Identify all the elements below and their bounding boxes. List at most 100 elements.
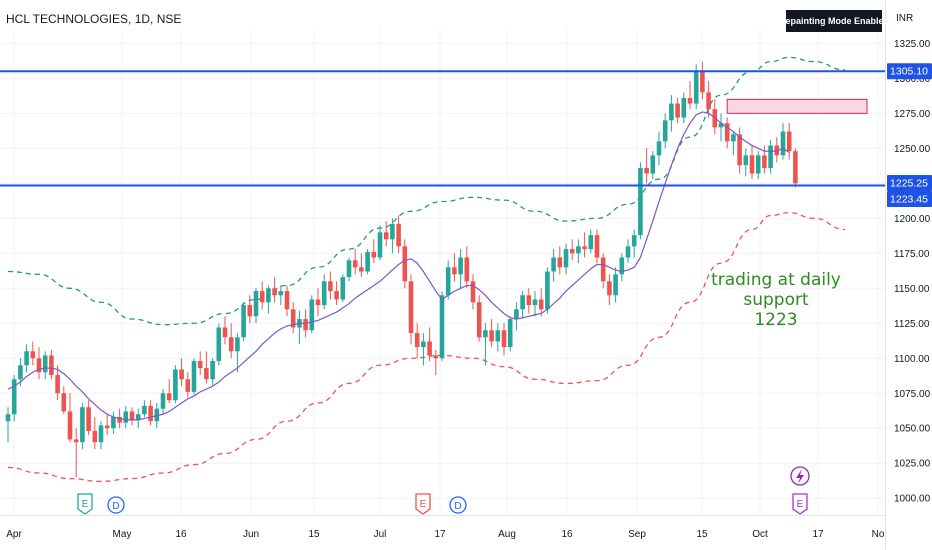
candle-body bbox=[495, 330, 501, 342]
candle bbox=[321, 274, 327, 310]
earnings-marker[interactable]: E bbox=[792, 493, 808, 515]
candle-body bbox=[408, 281, 414, 334]
candle bbox=[315, 288, 321, 317]
candle-body bbox=[613, 274, 618, 296]
candle-body bbox=[241, 305, 246, 338]
candle bbox=[458, 249, 463, 289]
candle-body bbox=[24, 351, 29, 366]
candle-body bbox=[86, 407, 91, 432]
candle bbox=[383, 221, 389, 247]
candle-body bbox=[650, 155, 656, 174]
x-tick-label: Sep bbox=[628, 529, 646, 540]
candle-body bbox=[452, 267, 457, 275]
candle-body bbox=[30, 351, 36, 359]
candle-body bbox=[755, 155, 761, 174]
candle bbox=[42, 351, 48, 380]
candle-body bbox=[11, 379, 17, 415]
candle bbox=[644, 148, 649, 184]
candle-body bbox=[160, 393, 166, 409]
y-tick-label: 1275.00 bbox=[894, 109, 931, 120]
candle-body bbox=[631, 235, 637, 247]
candle-body bbox=[458, 257, 463, 275]
candle-body bbox=[600, 257, 606, 282]
lightning-icon[interactable] bbox=[790, 466, 810, 486]
candle-body bbox=[315, 299, 321, 306]
candle bbox=[464, 246, 470, 289]
candle bbox=[185, 372, 191, 398]
candle-body bbox=[427, 341, 432, 356]
candle bbox=[768, 139, 773, 174]
candle bbox=[563, 243, 569, 275]
candle bbox=[433, 349, 439, 376]
candle-body bbox=[179, 369, 184, 380]
earnings-marker[interactable]: E bbox=[77, 493, 93, 515]
candle-body bbox=[656, 141, 662, 156]
price-tag-label: 1223.45 bbox=[890, 193, 928, 205]
candle-body bbox=[390, 223, 395, 240]
candle-body bbox=[638, 167, 643, 236]
candle-body bbox=[328, 281, 333, 292]
candle-body bbox=[197, 361, 203, 369]
dividend-marker[interactable]: D bbox=[107, 496, 125, 514]
candle-body bbox=[247, 305, 253, 317]
candle bbox=[142, 400, 147, 418]
candle-body bbox=[278, 291, 284, 296]
lower-envelope-line bbox=[7, 212, 846, 483]
candle-body bbox=[142, 405, 147, 415]
candle bbox=[476, 295, 482, 342]
candle bbox=[613, 267, 618, 303]
candle bbox=[241, 302, 246, 342]
candle-body bbox=[154, 408, 160, 422]
event-marker-label: E bbox=[420, 499, 427, 510]
candle bbox=[569, 239, 575, 261]
candle bbox=[290, 302, 296, 334]
candle-body bbox=[768, 145, 773, 168]
earnings-shape bbox=[415, 493, 431, 515]
candle bbox=[625, 239, 631, 264]
candle bbox=[359, 253, 364, 278]
y-tick-label: 1150.00 bbox=[894, 284, 930, 295]
x-tick-label: May bbox=[113, 529, 132, 540]
price-tag-bg bbox=[887, 63, 932, 80]
candle-body bbox=[402, 246, 408, 282]
event-marker-label: D bbox=[454, 501, 461, 512]
repainting-mode-badge[interactable]: Repainting Mode Enabled bbox=[779, 10, 889, 32]
candle-body bbox=[762, 155, 767, 168]
candle-body bbox=[625, 246, 631, 258]
candle bbox=[402, 239, 408, 289]
candle-body bbox=[42, 355, 48, 373]
candle-body bbox=[483, 330, 488, 338]
candle-body bbox=[445, 267, 451, 296]
candle-body bbox=[520, 295, 525, 310]
earnings-marker[interactable]: E bbox=[415, 493, 431, 515]
candle-body bbox=[706, 92, 711, 110]
candle bbox=[396, 215, 401, 254]
dividend-marker[interactable]: D bbox=[449, 496, 467, 514]
candle-body bbox=[334, 291, 339, 300]
candle bbox=[104, 414, 110, 436]
chart-title: HCL TECHNOLOGIES, 1D, NSE bbox=[6, 12, 182, 26]
candle bbox=[111, 411, 116, 434]
candle-body bbox=[675, 103, 680, 118]
candle bbox=[607, 274, 612, 306]
candle bbox=[98, 421, 104, 450]
candle-body bbox=[216, 327, 222, 362]
price-tag-bg bbox=[887, 190, 932, 207]
candle-body bbox=[582, 246, 587, 250]
candle-body bbox=[619, 257, 625, 275]
currency-label[interactable]: INR bbox=[896, 13, 914, 24]
candle bbox=[272, 277, 277, 303]
x-tick-label: 17 bbox=[812, 529, 824, 540]
y-tick-label: 1125.00 bbox=[894, 319, 930, 330]
candle bbox=[786, 123, 792, 160]
candle-body bbox=[36, 358, 42, 373]
candle bbox=[210, 358, 215, 387]
candle-body bbox=[383, 232, 389, 240]
candle bbox=[731, 131, 736, 156]
candle bbox=[619, 253, 625, 282]
candles bbox=[5, 61, 798, 478]
y-tick-label: 1025.00 bbox=[894, 459, 931, 470]
candle-body bbox=[557, 257, 563, 268]
candle-body bbox=[104, 425, 110, 429]
